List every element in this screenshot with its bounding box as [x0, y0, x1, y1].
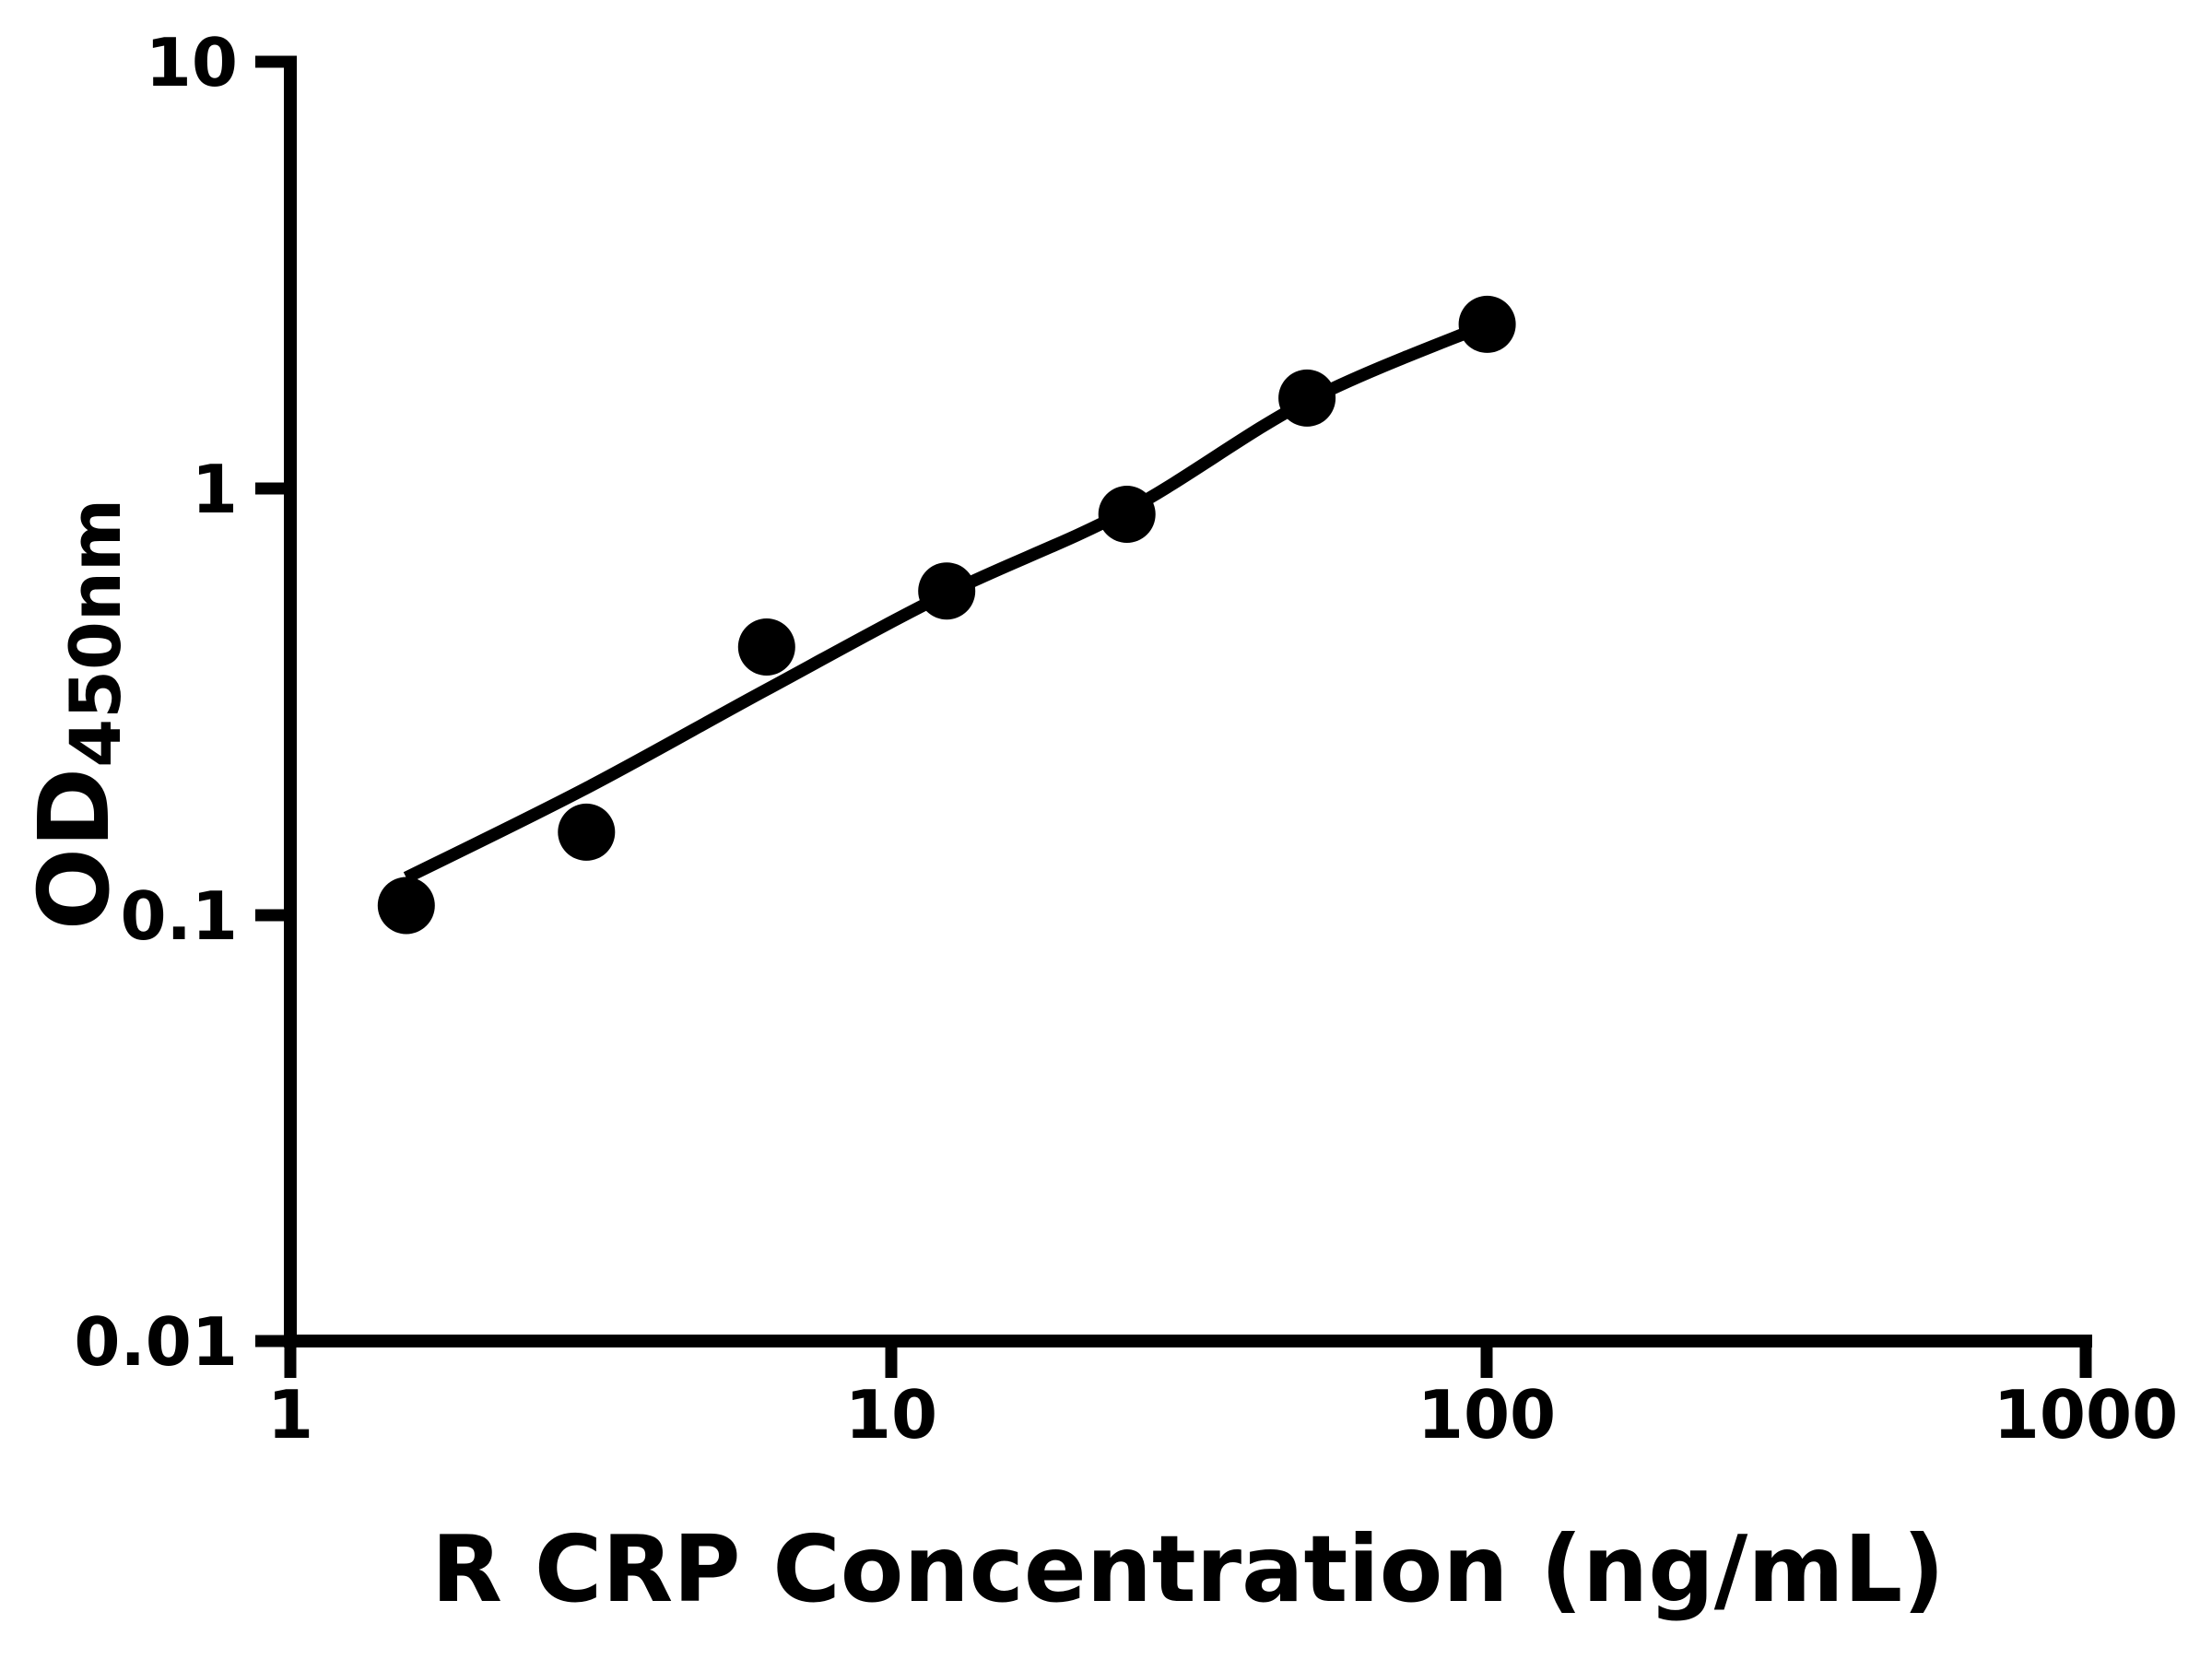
y-axis-tick-labels: 10 1 0.1 0.01 — [74, 24, 238, 1381]
data-points — [377, 295, 1516, 935]
y-axis-title-main: OD — [18, 768, 131, 930]
data-point-marker — [737, 618, 795, 676]
y-tick-label-0_01: 0.01 — [74, 1303, 238, 1381]
data-point-marker — [558, 803, 616, 861]
y-tick-label-0_1: 0.1 — [120, 877, 238, 955]
x-tick-label-100: 100 — [1418, 1376, 1556, 1453]
x-axis-title: R CRP Concentration (ng/mL) — [431, 1515, 1945, 1623]
x-axis-ticks — [284, 1341, 2092, 1378]
data-point-marker — [1278, 369, 1336, 427]
data-point-marker — [377, 877, 435, 935]
y-tick-label-1: 1 — [192, 451, 238, 528]
y-tick-label-10: 10 — [146, 24, 238, 101]
data-point-marker — [1098, 486, 1156, 543]
x-axis-tick-labels: 1 10 100 1000 — [267, 1376, 2178, 1453]
axes — [284, 55, 2092, 1347]
x-tick-label-10: 10 — [845, 1376, 937, 1453]
x-tick-label-1000: 1000 — [1994, 1376, 2178, 1453]
data-point-marker — [1458, 295, 1516, 353]
y-axis-title: OD450nm — [18, 499, 136, 930]
y-axis-title-subscript: 450nm — [54, 499, 136, 768]
x-tick-label-1: 1 — [267, 1376, 313, 1453]
data-point-marker — [918, 562, 976, 620]
